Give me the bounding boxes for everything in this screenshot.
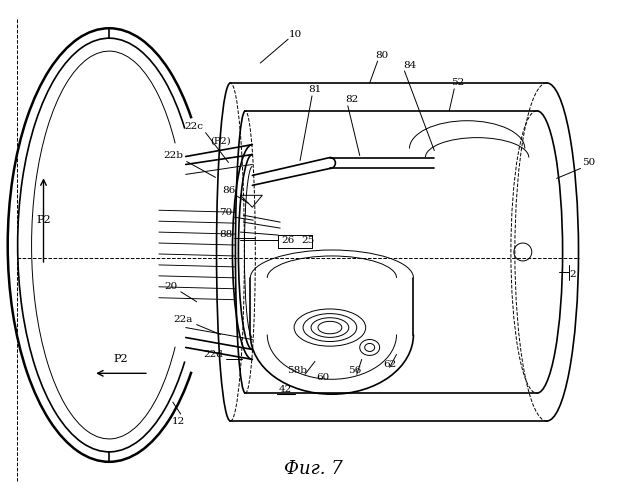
Text: (P2): (P2) — [210, 136, 231, 145]
Text: 22d: 22d — [203, 350, 223, 359]
Text: 52: 52 — [451, 78, 464, 88]
Text: 2: 2 — [569, 270, 576, 280]
Text: 22a: 22a — [173, 315, 192, 324]
Text: 22c: 22c — [184, 122, 203, 131]
Text: 58b: 58b — [287, 366, 307, 375]
Text: 88: 88 — [219, 230, 232, 238]
Text: 86: 86 — [222, 186, 235, 195]
Text: 60: 60 — [316, 373, 329, 382]
Text: 10: 10 — [289, 30, 302, 38]
Text: 80: 80 — [375, 50, 388, 59]
Text: 84: 84 — [403, 60, 416, 70]
Text: 42: 42 — [279, 384, 292, 394]
Text: 20: 20 — [164, 282, 177, 292]
Text: 22b: 22b — [164, 151, 184, 160]
Text: 26: 26 — [282, 236, 295, 244]
Text: P2: P2 — [36, 215, 51, 225]
Text: 50: 50 — [582, 158, 595, 167]
Text: 81: 81 — [309, 86, 322, 94]
Text: 12: 12 — [172, 416, 185, 426]
Text: 70: 70 — [219, 208, 232, 216]
Text: Фиг. 7: Фиг. 7 — [284, 460, 342, 478]
Text: P2: P2 — [114, 354, 128, 364]
Text: 62: 62 — [383, 360, 396, 369]
Text: 25: 25 — [301, 236, 315, 244]
Text: 82: 82 — [345, 96, 359, 104]
Text: 56: 56 — [348, 366, 361, 375]
